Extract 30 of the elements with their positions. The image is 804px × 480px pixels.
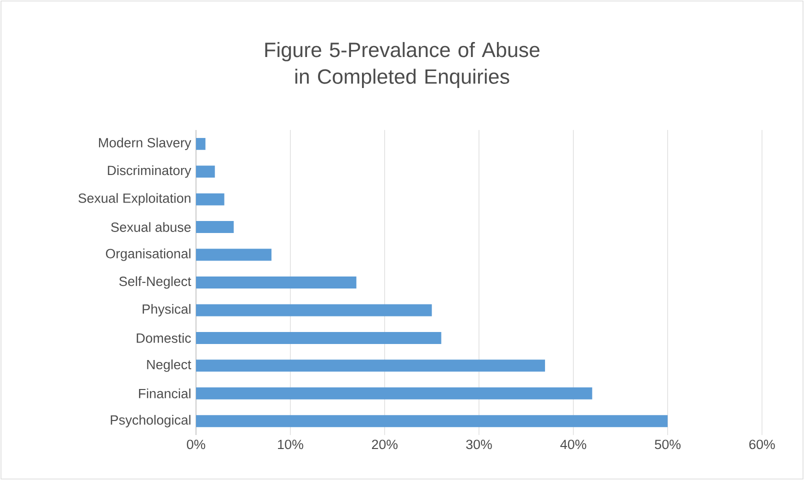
chart-title: Figure 5-Prevalance of Abuse in Completed Enquiries [265, 42, 540, 88]
y-tick-label: Modern Slavery [99, 138, 192, 150]
bar [196, 360, 546, 372]
bar [196, 387, 592, 400]
x-tick-label: 10% [278, 440, 304, 450]
y-tick-label: Sexual abuse [111, 222, 191, 232]
y-tick-label: Self-Neglect [119, 276, 192, 289]
bar [196, 276, 356, 288]
y-tick-label: Discriminatory [108, 165, 192, 178]
x-tick-label: 60% [749, 440, 775, 450]
y-tick-label: Psychological [110, 414, 190, 428]
x-tick-label: 20% [372, 440, 398, 450]
y-tick-label: Sexual Exploitation [78, 193, 190, 206]
y-tick-label: Domestic [136, 333, 191, 343]
bar [196, 332, 442, 344]
bar [196, 221, 234, 234]
x-tick-label: 50% [654, 440, 681, 450]
bar [196, 193, 224, 206]
bar [196, 166, 215, 178]
bar [196, 304, 432, 316]
x-tick-label: 40% [560, 440, 586, 450]
y-tick-label: Organisational [106, 248, 190, 261]
y-tick-label: Financial [139, 388, 190, 398]
bar [196, 415, 668, 428]
bar [196, 138, 206, 150]
x-tick-label: 0% [186, 440, 206, 450]
bar [196, 248, 272, 261]
y-tick-label: Neglect [147, 359, 192, 372]
x-tick-label: 30% [466, 440, 492, 450]
y-tick-label: Physical [142, 304, 190, 316]
